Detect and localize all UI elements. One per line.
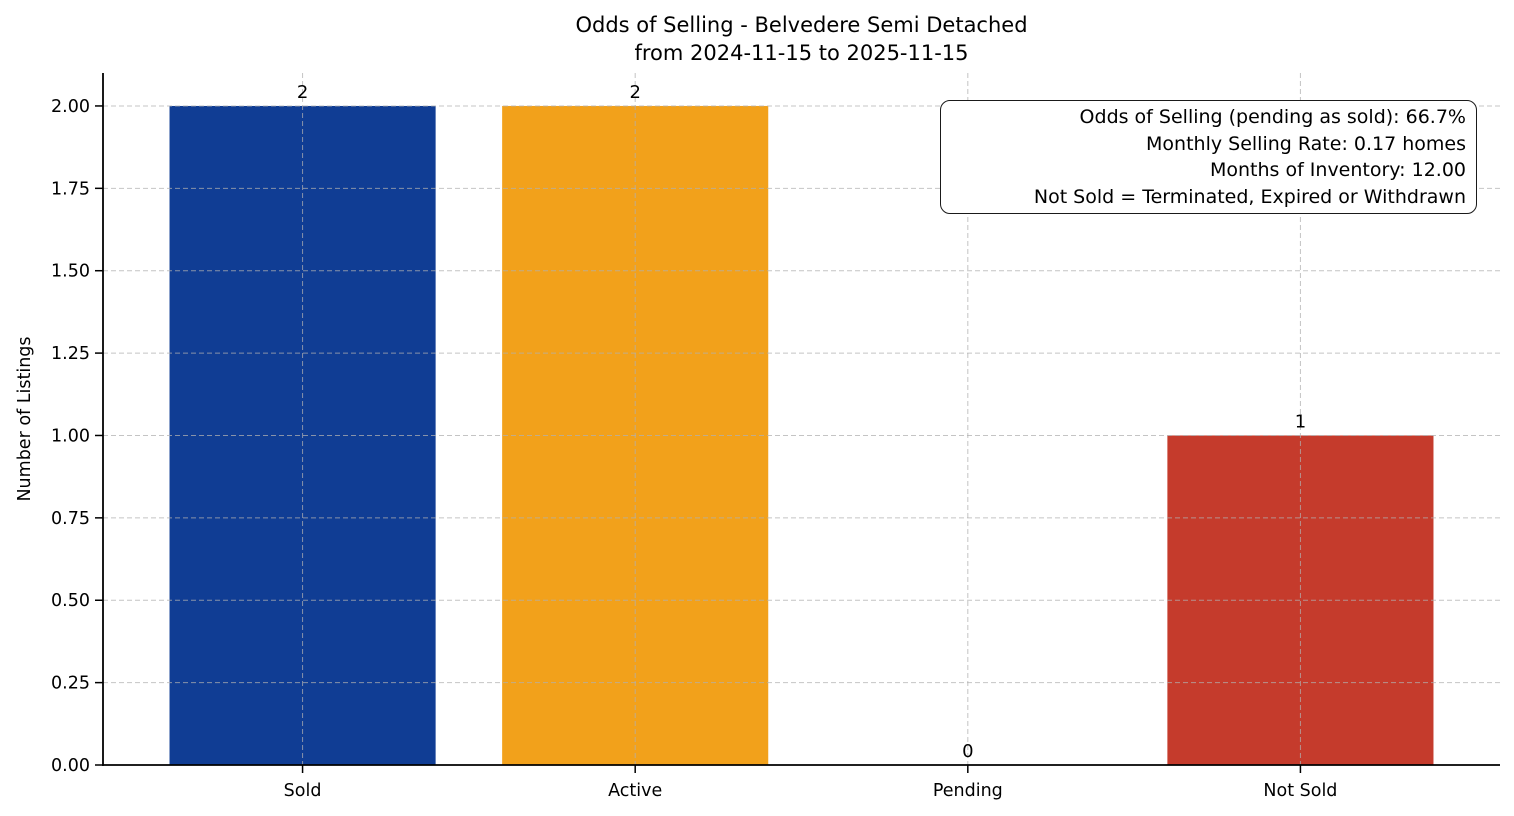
y-tick-label: 0.75	[51, 509, 90, 529]
chart-title: Odds of Selling - Belvedere Semi Detache…	[103, 11, 1500, 67]
annotation-line-odds: Odds of Selling (pending as sold): 66.7%	[1079, 106, 1466, 128]
chart-title-line-2: from 2024-11-15 to 2025-11-15	[634, 41, 969, 65]
axes-group	[95, 73, 1500, 773]
bar-value-label-sold: 2	[297, 82, 308, 103]
y-tick-label: 1.75	[51, 179, 90, 199]
y-tick-label: 1.00	[51, 426, 90, 446]
stats-annotation-box: Odds of Selling (pending as sold): 66.7%…	[940, 100, 1477, 214]
x-tick-label-sold: Sold	[284, 781, 322, 801]
tick-labels-group: 0.00 0.25 0.50 0.75 1.00 1.25 1.50 1.75 2.00 Sold…	[51, 82, 1337, 801]
annotation-line-not-sold-definition: Not Sold = Terminated, Expired or Withdr…	[1033, 185, 1466, 208]
annotation-line-inventory: Months of Inventory: 12.00	[1209, 159, 1466, 181]
bar-value-label-active: 2	[629, 82, 640, 103]
y-axis-label: Number of Listings	[15, 336, 35, 502]
y-tick-label: 1.25	[51, 344, 90, 364]
bar-value-label-pending: 0	[962, 741, 973, 762]
y-tick-label: 0.00	[51, 756, 90, 776]
x-tick-label-active: Active	[608, 781, 662, 801]
y-tick-label: 2.00	[51, 97, 90, 117]
y-tick-label: 1.50	[51, 262, 90, 282]
gridlines-group	[103, 73, 1500, 765]
annotation-line-rate: Monthly Selling Rate: 0.17 homes	[1146, 132, 1466, 155]
x-tick-label-not-sold: Not Sold	[1263, 781, 1337, 801]
chart-title-line-1: Odds of Selling - Belvedere Semi Detache…	[575, 13, 1028, 37]
bar-value-label-not-sold: 1	[1295, 411, 1306, 432]
y-tick-label: 0.50	[51, 591, 90, 611]
x-tick-label-pending: Pending	[933, 781, 1003, 801]
y-tick-label: 0.25	[51, 674, 90, 694]
